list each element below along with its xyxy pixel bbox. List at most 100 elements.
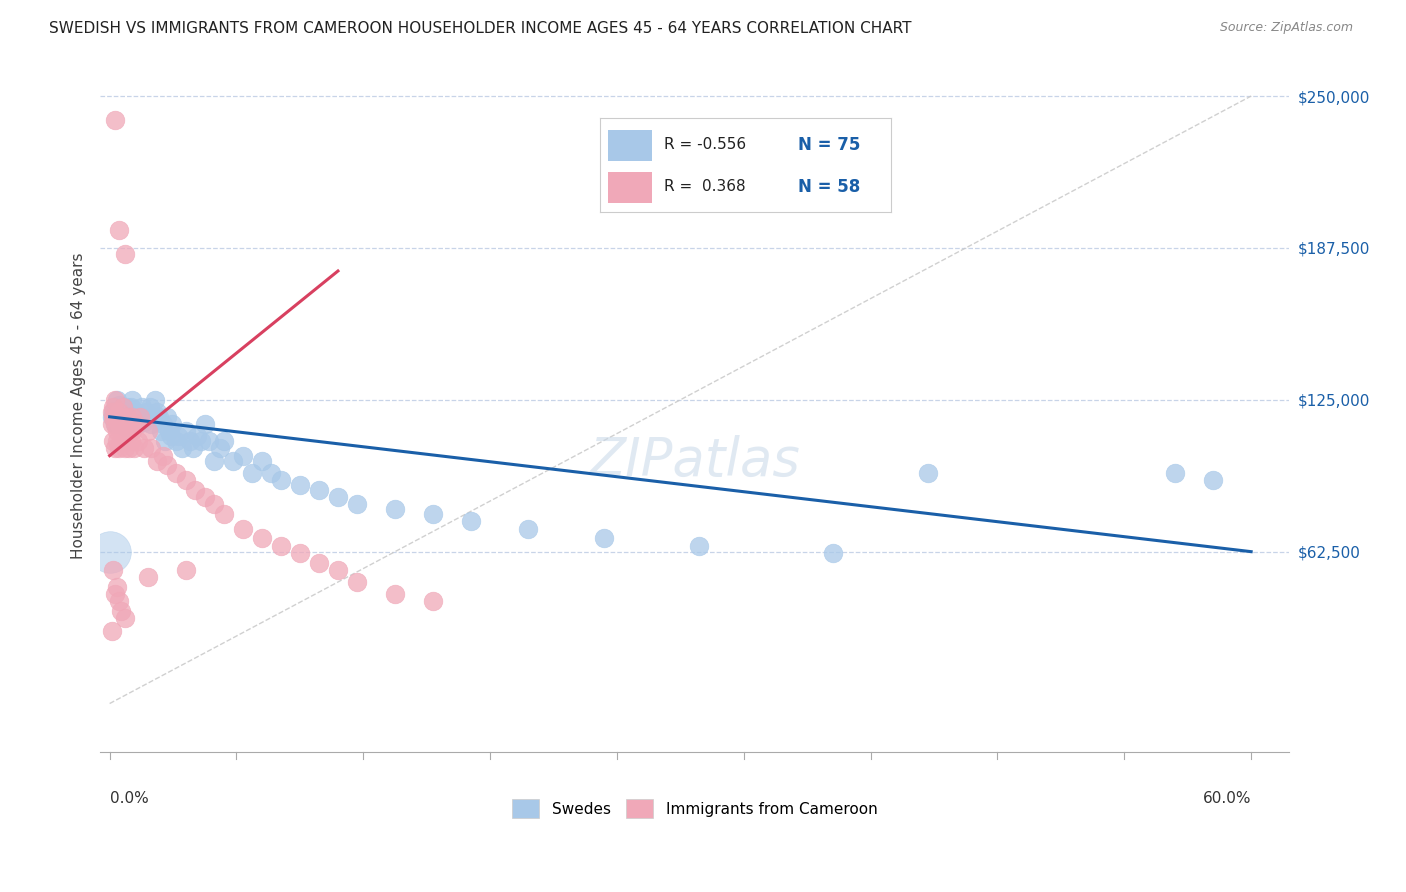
Point — [136, 425, 159, 439]
Point — [202, 497, 225, 511]
Point — [384, 587, 406, 601]
Point — [143, 392, 166, 407]
Text: SWEDISH VS IMMIGRANTS FROM CAMEROON HOUSEHOLDER INCOME AGES 45 - 64 YEARS CORREL: SWEDISH VS IMMIGRANTS FROM CAMEROON HOUS… — [49, 21, 911, 36]
Point — [114, 408, 136, 422]
Point — [100, 409, 122, 424]
Point — [250, 531, 273, 545]
Point — [103, 400, 125, 414]
Point — [105, 580, 128, 594]
Point — [688, 539, 710, 553]
Point — [148, 409, 170, 424]
Point — [104, 400, 127, 414]
Point — [194, 417, 217, 431]
Point — [118, 425, 141, 439]
Point — [132, 415, 155, 429]
Point — [120, 417, 142, 431]
Point — [105, 409, 128, 424]
Point — [115, 429, 138, 443]
Point — [422, 507, 444, 521]
Point — [159, 429, 181, 443]
Point — [208, 442, 231, 456]
Point — [346, 497, 368, 511]
Point — [346, 575, 368, 590]
Point — [212, 434, 235, 449]
Point — [110, 402, 132, 417]
Point — [222, 453, 245, 467]
Point — [308, 483, 330, 497]
Point — [100, 405, 122, 419]
Point — [156, 458, 179, 473]
Point — [110, 604, 132, 618]
Point — [384, 502, 406, 516]
Point — [108, 412, 131, 426]
Point — [103, 434, 125, 449]
Point — [104, 587, 127, 601]
Point — [190, 434, 212, 449]
Point — [174, 563, 197, 577]
Point — [162, 417, 184, 431]
Point — [114, 611, 136, 625]
Point — [129, 409, 152, 424]
Point — [152, 417, 174, 431]
Point — [135, 405, 157, 419]
Point — [129, 409, 152, 424]
Point — [917, 466, 939, 480]
Point — [131, 400, 153, 414]
Point — [593, 531, 616, 545]
Point — [141, 417, 163, 431]
Point — [111, 434, 134, 449]
Point — [121, 392, 143, 407]
Point — [118, 442, 141, 456]
Point — [118, 405, 141, 419]
Point — [108, 398, 131, 412]
Point — [105, 434, 128, 449]
Point — [157, 425, 180, 439]
Point — [111, 405, 134, 419]
Point — [260, 466, 283, 480]
Point — [136, 570, 159, 584]
Point — [114, 247, 136, 261]
Point — [821, 546, 844, 560]
Point — [114, 442, 136, 456]
Point — [288, 546, 311, 560]
Point — [125, 405, 148, 419]
Point — [270, 473, 292, 487]
Point — [121, 409, 143, 424]
Point — [103, 405, 125, 419]
Point — [1164, 466, 1187, 480]
Point — [179, 434, 201, 449]
Point — [288, 478, 311, 492]
Point — [146, 405, 169, 419]
Point — [110, 425, 132, 439]
Point — [153, 434, 176, 449]
Point — [124, 442, 146, 456]
Point — [120, 415, 142, 429]
Point — [136, 409, 159, 424]
Text: Source: ZipAtlas.com: Source: ZipAtlas.com — [1219, 21, 1353, 34]
Point — [422, 594, 444, 608]
Point — [108, 223, 131, 237]
Point — [308, 556, 330, 570]
Point — [115, 417, 138, 431]
Point — [121, 425, 143, 439]
Point — [240, 466, 263, 480]
Text: 60.0%: 60.0% — [1202, 791, 1251, 806]
Point — [170, 442, 193, 456]
Point — [138, 400, 160, 414]
Point — [125, 417, 148, 431]
Point — [100, 417, 122, 431]
Point — [124, 409, 146, 424]
Point — [111, 415, 134, 429]
Point — [167, 429, 190, 443]
Point — [326, 490, 349, 504]
Point — [120, 434, 142, 449]
Point — [460, 514, 482, 528]
Point — [141, 442, 163, 456]
Point — [118, 409, 141, 424]
Point — [108, 405, 131, 419]
Point — [114, 419, 136, 434]
Point — [132, 442, 155, 456]
Point — [115, 400, 138, 414]
Point — [165, 466, 187, 480]
Point — [165, 434, 187, 449]
